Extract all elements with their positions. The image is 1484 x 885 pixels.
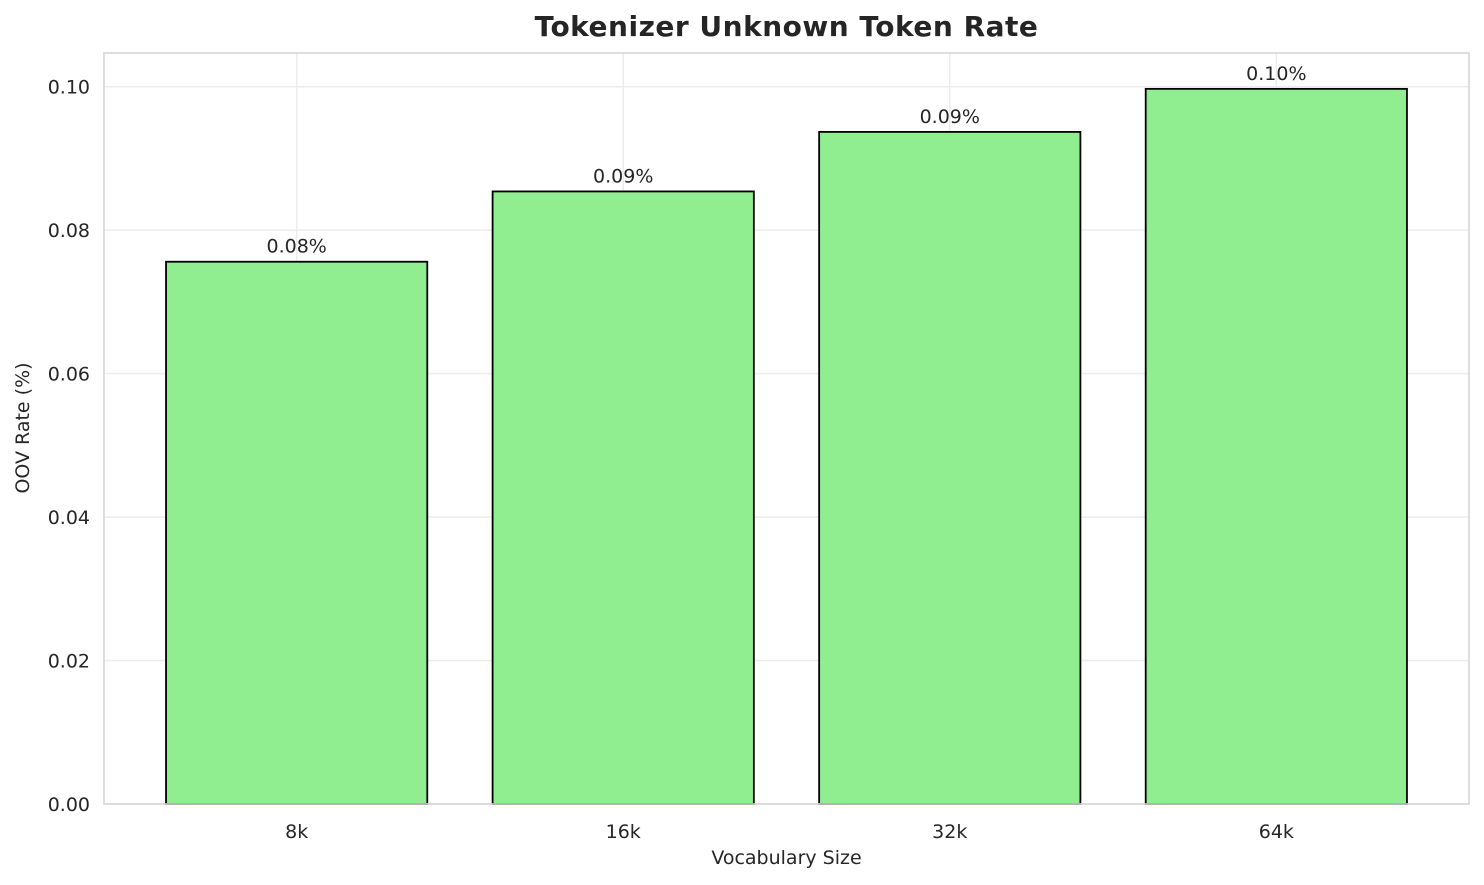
- plot-border: [103, 52, 1470, 805]
- bar-value-label: 0.09%: [920, 106, 980, 128]
- y-tick-label: 0.06: [48, 364, 90, 386]
- bar: [818, 131, 1082, 805]
- x-tick-label: 16k: [606, 821, 641, 843]
- y-axis-label: OOV Rate (%): [12, 362, 34, 494]
- chart-title: Tokenizer Unknown Token Rate: [534, 10, 1039, 43]
- bars-group: [165, 87, 1408, 805]
- bar-value-label: 0.09%: [593, 165, 653, 187]
- bar-value-label: 0.08%: [266, 236, 326, 258]
- x-tick-label: 64k: [1259, 821, 1294, 843]
- y-tick-label: 0.02: [48, 651, 90, 673]
- y-tick-label: 0.10: [48, 77, 90, 99]
- y-tick-label: 0.00: [48, 794, 90, 816]
- tick-labels: 0.00 0.02 0.04 0.06 0.08 0.10 8k 16k 32k 64k: [48, 77, 1294, 843]
- x-tick-label: 32k: [932, 821, 967, 843]
- bar-value-label: 0.10%: [1246, 63, 1306, 85]
- bar-value-labels: 0.08% 0.09% 0.09% 0.10%: [266, 63, 1306, 258]
- x-axis-label: Vocabulary Size: [711, 847, 862, 869]
- bar: [1144, 87, 1408, 805]
- y-tick-label: 0.08: [48, 220, 90, 242]
- plot-spines: [103, 52, 1470, 805]
- y-tick-label: 0.04: [48, 507, 90, 529]
- bar: [165, 260, 429, 805]
- bar: [491, 190, 755, 805]
- x-tick-label: 8k: [285, 821, 308, 843]
